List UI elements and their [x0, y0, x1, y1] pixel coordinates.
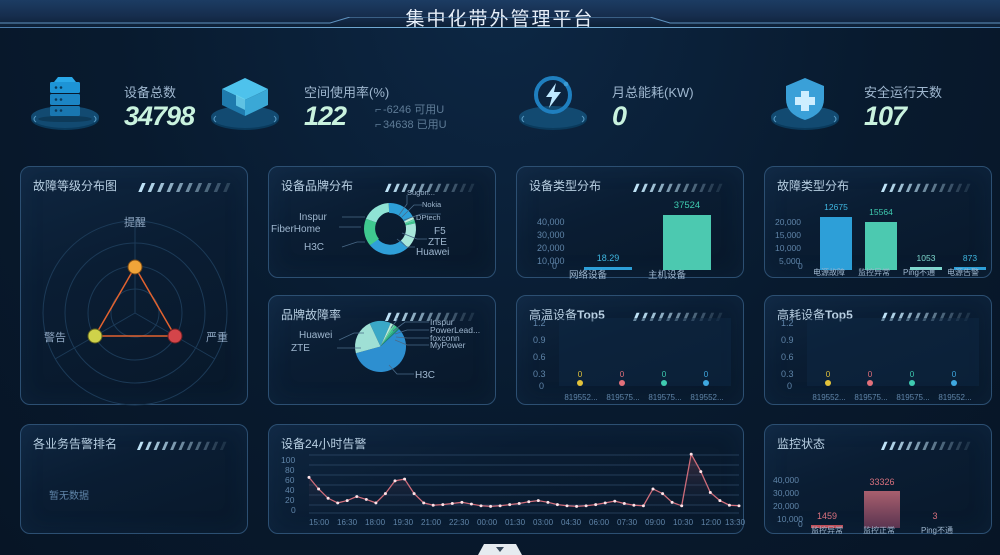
svg-text:40,000: 40,000	[773, 475, 799, 485]
svg-text:0: 0	[552, 261, 557, 271]
svg-text:0.9: 0.9	[781, 335, 794, 345]
svg-text:警告: 警告	[44, 330, 66, 344]
svg-text:12:00: 12:00	[701, 518, 722, 527]
svg-text:12675: 12675	[824, 202, 848, 212]
svg-text:09:00: 09:00	[645, 518, 666, 527]
svg-text:0: 0	[787, 381, 792, 391]
svg-text:FiberHome: FiberHome	[271, 224, 321, 235]
svg-text:0.9: 0.9	[533, 335, 546, 345]
svg-text:33326: 33326	[869, 477, 894, 487]
svg-text:F5: F5	[434, 226, 446, 237]
svg-text:0: 0	[291, 505, 296, 515]
svg-text:DPtech: DPtech	[416, 213, 441, 222]
svg-text:0: 0	[798, 261, 803, 271]
svg-text:ZTE: ZTE	[291, 343, 310, 354]
svg-text:20: 20	[285, 495, 295, 505]
svg-text:100: 100	[281, 455, 295, 465]
svg-text:0: 0	[704, 370, 709, 379]
svg-text:0: 0	[868, 370, 873, 379]
svg-text:0: 0	[952, 370, 957, 379]
svg-text:20,000: 20,000	[537, 243, 565, 253]
svg-text:15:00: 15:00	[309, 518, 330, 527]
svg-text:80: 80	[285, 465, 295, 475]
svg-text:H3C: H3C	[415, 370, 435, 381]
svg-text:873: 873	[963, 253, 977, 263]
svg-text:严重: 严重	[206, 330, 228, 344]
svg-text:H3C: H3C	[304, 242, 324, 253]
svg-text:1.2: 1.2	[781, 318, 794, 328]
svg-text:15,000: 15,000	[775, 230, 801, 240]
svg-text:03:00: 03:00	[533, 518, 554, 527]
svg-text:1459: 1459	[817, 511, 837, 521]
svg-text:20,000: 20,000	[775, 217, 801, 227]
svg-text:0: 0	[578, 370, 583, 379]
svg-text:1.2: 1.2	[533, 318, 546, 328]
svg-text:21:00: 21:00	[421, 518, 442, 527]
svg-text:00:00: 00:00	[477, 518, 498, 527]
svg-text:Huawei: Huawei	[299, 330, 332, 341]
svg-text:60: 60	[285, 475, 295, 485]
svg-text:0.6: 0.6	[533, 352, 546, 362]
svg-text:提醒: 提醒	[124, 216, 146, 229]
svg-text:40,000: 40,000	[537, 217, 565, 227]
svg-text:MyPower: MyPower	[430, 340, 466, 350]
svg-text:0: 0	[539, 381, 544, 391]
svg-text:30,000: 30,000	[537, 230, 565, 240]
svg-text:20,000: 20,000	[773, 501, 799, 511]
svg-text:01:30: 01:30	[505, 518, 526, 527]
svg-text:15564: 15564	[869, 207, 893, 217]
svg-text:19:30: 19:30	[393, 518, 414, 527]
svg-text:10:30: 10:30	[673, 518, 694, 527]
svg-text:0: 0	[662, 370, 667, 379]
svg-text:10,000: 10,000	[537, 256, 565, 266]
svg-text:30,000: 30,000	[773, 488, 799, 498]
svg-text:0: 0	[620, 370, 625, 379]
svg-text:Sugon...: Sugon...	[407, 188, 435, 197]
svg-text:37524: 37524	[674, 200, 700, 211]
svg-text:0: 0	[910, 370, 915, 379]
svg-text:Nokia: Nokia	[422, 200, 442, 209]
svg-text:04:30: 04:30	[561, 518, 582, 527]
svg-text:3: 3	[932, 511, 937, 521]
svg-text:22:30: 22:30	[449, 518, 470, 527]
svg-text:06:00: 06:00	[589, 518, 610, 527]
svg-text:10,000: 10,000	[775, 243, 801, 253]
svg-text:0: 0	[826, 370, 831, 379]
svg-text:13:30: 13:30	[725, 518, 745, 527]
svg-text:0.3: 0.3	[781, 369, 794, 379]
svg-text:18.29: 18.29	[597, 253, 620, 263]
svg-text:18:00: 18:00	[365, 518, 386, 527]
svg-text:0.6: 0.6	[781, 352, 794, 362]
svg-text:40: 40	[285, 485, 295, 495]
svg-text:0.3: 0.3	[533, 369, 546, 379]
svg-text:Inspur: Inspur	[299, 212, 327, 223]
svg-text:Huawei: Huawei	[416, 247, 449, 258]
svg-text:07:30: 07:30	[617, 518, 638, 527]
svg-text:1053: 1053	[917, 253, 936, 263]
svg-text:16:30: 16:30	[337, 518, 358, 527]
